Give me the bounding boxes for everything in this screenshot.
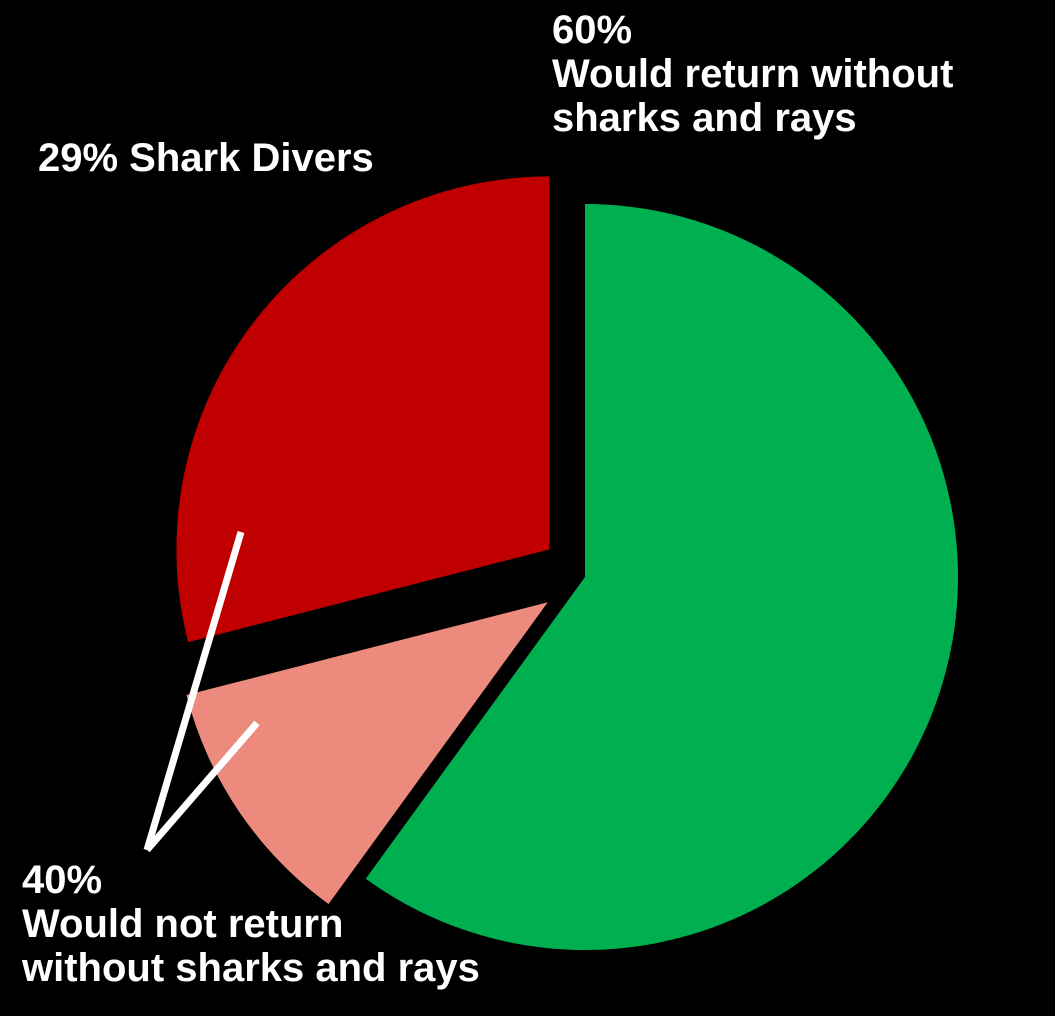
label-would-not-return-line1: Would not return	[22, 902, 344, 946]
label-would-return: 60% Would return without sharks and rays	[552, 8, 953, 140]
slice-would-return	[365, 204, 958, 950]
label-would-not-return-pct: 40%	[22, 858, 103, 902]
pie-slices	[176, 176, 958, 950]
label-would-not-return-line2: without sharks and rays	[22, 946, 480, 990]
slice-would-not-return	[186, 602, 548, 905]
label-shark-divers: 29% Shark Divers	[38, 136, 374, 180]
leader-lines	[143, 531, 260, 853]
slice-shark-divers	[176, 176, 550, 643]
label-would-return-pct: 60%	[552, 8, 633, 52]
leader-line-shark-divers	[143, 531, 245, 851]
label-would-not-return: 40% Would not return without sharks and …	[22, 858, 480, 990]
label-would-return-line1: Would return without	[552, 52, 954, 96]
label-would-return-line2: sharks and rays	[552, 96, 857, 140]
leader-line-not-return	[144, 720, 260, 853]
